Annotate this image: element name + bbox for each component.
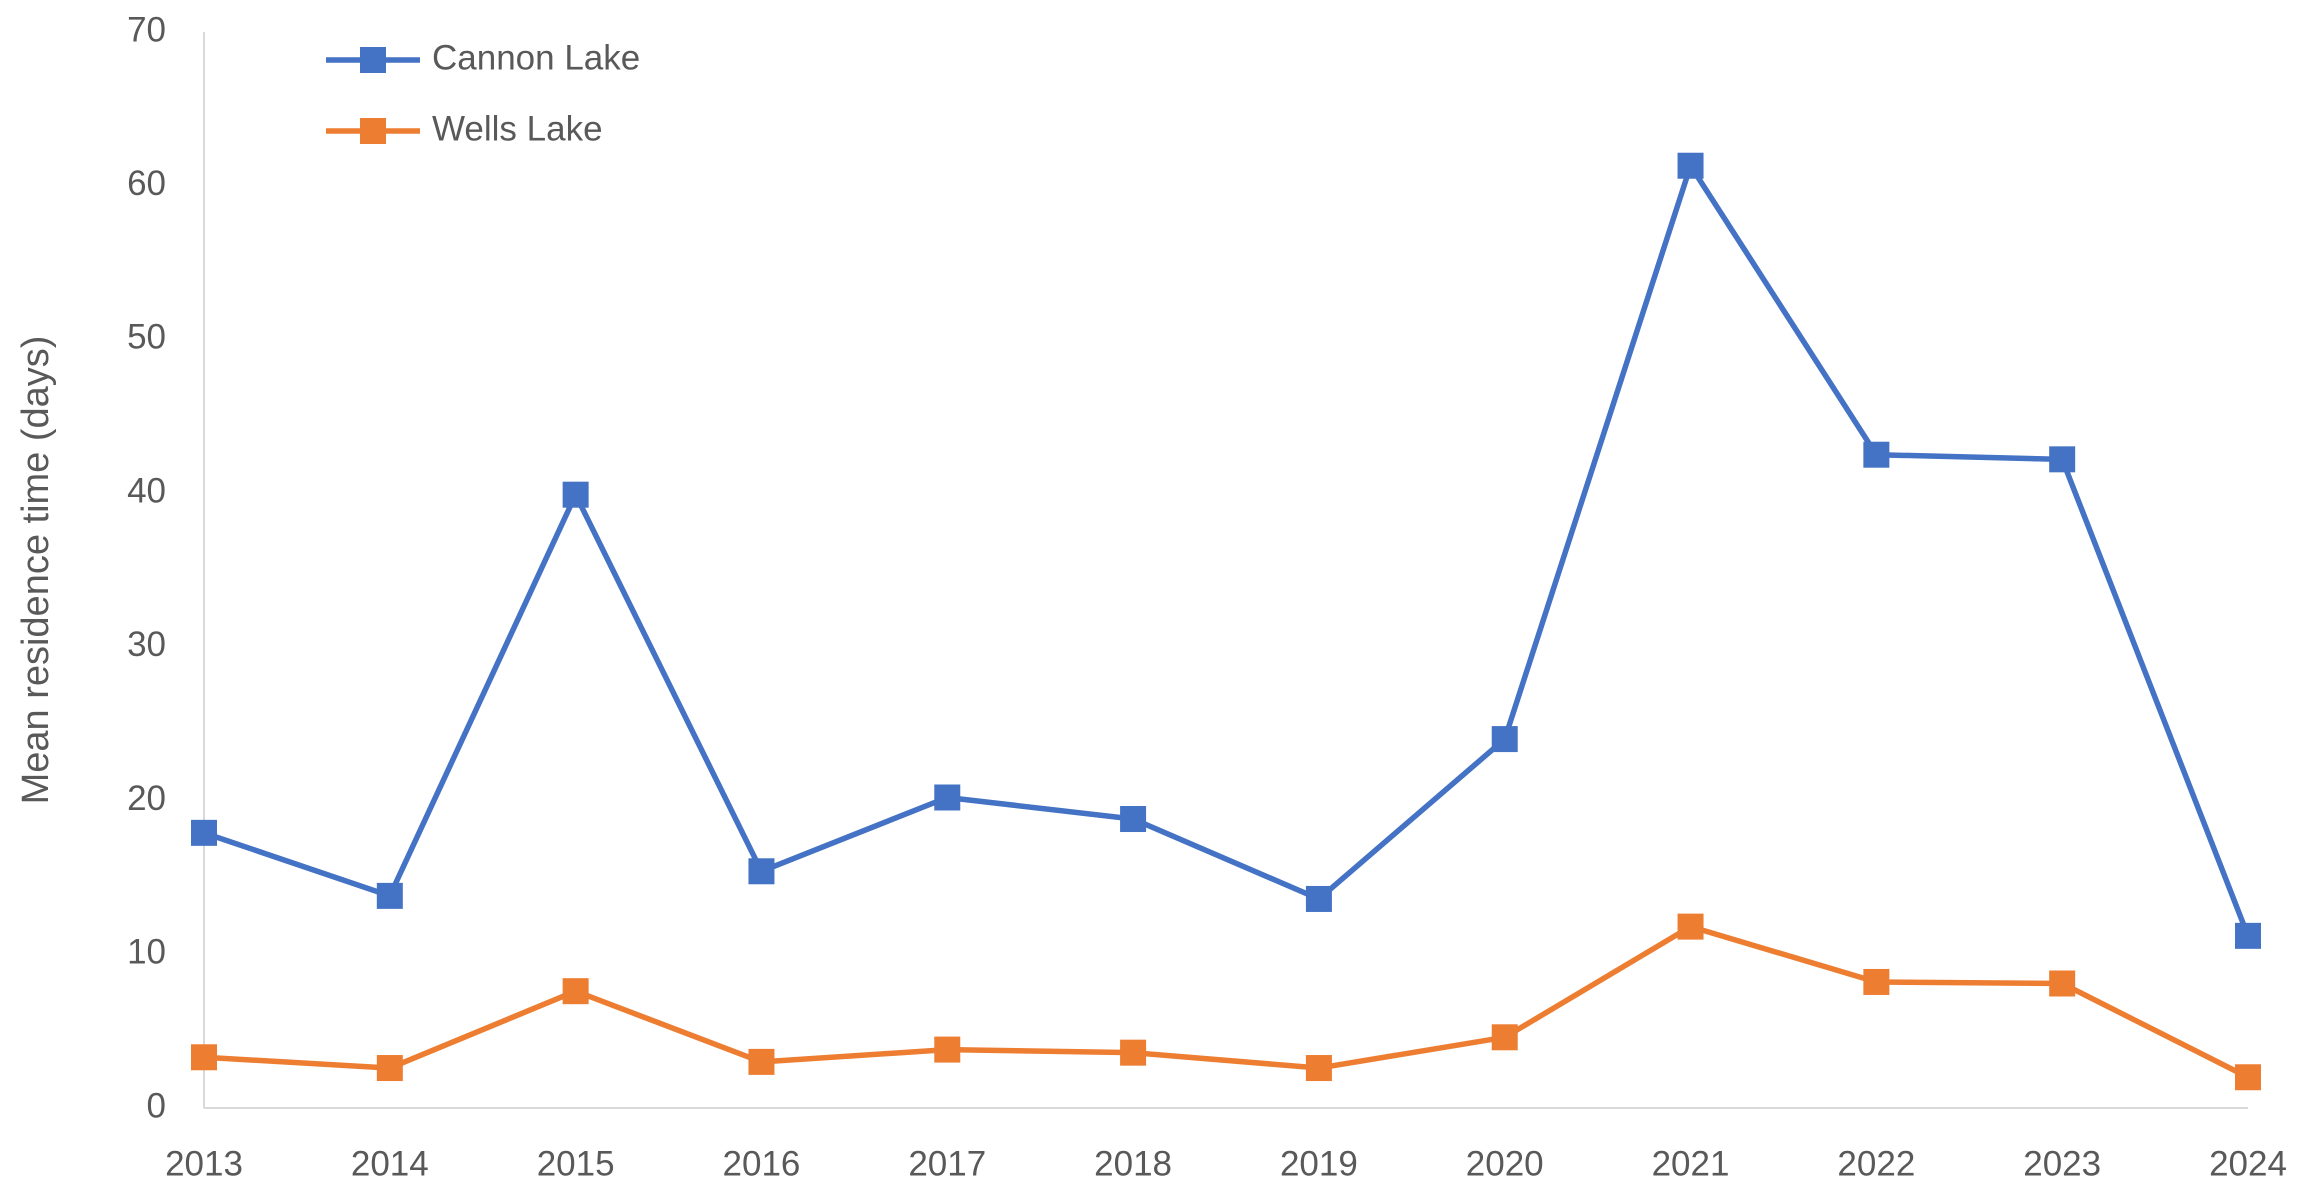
x-tick-label: 2022 — [1837, 1144, 1915, 1183]
x-tick-label: 2017 — [908, 1144, 986, 1183]
x-tick-label: 2013 — [165, 1144, 243, 1183]
x-tick-label: 2024 — [2209, 1144, 2287, 1183]
x-tick-label: 2023 — [2023, 1144, 2101, 1183]
marker — [1491, 1024, 1518, 1051]
legend-marker — [360, 118, 386, 144]
y-tick-label: 10 — [127, 933, 166, 972]
x-tick-label: 2019 — [1280, 1144, 1358, 1183]
y-tick-label: 40 — [127, 471, 166, 510]
y-tick-label: 60 — [127, 164, 166, 203]
marker — [376, 882, 403, 909]
x-tick-label: 2021 — [1652, 1144, 1730, 1183]
marker — [562, 481, 589, 508]
marker — [191, 1044, 217, 1071]
marker — [2049, 446, 2076, 473]
marker — [748, 1048, 775, 1075]
y-tick-label: 70 — [127, 10, 166, 49]
marker — [1491, 726, 1518, 753]
x-tick-label: 2015 — [537, 1144, 615, 1183]
legend-label: Wells Lake — [432, 109, 603, 148]
marker — [934, 1036, 961, 1063]
marker — [1677, 913, 1704, 940]
x-tick-label: 2018 — [1094, 1144, 1172, 1183]
marker — [562, 978, 589, 1005]
x-tick-label: 2014 — [351, 1144, 429, 1183]
marker — [1305, 885, 1332, 912]
marker — [2235, 922, 2261, 949]
marker — [1305, 1055, 1332, 1082]
y-tick-label: 0 — [147, 1086, 166, 1125]
y-axis-label: Mean residence time (days) — [15, 336, 57, 805]
marker — [191, 819, 217, 846]
x-tick-label: 2020 — [1466, 1144, 1544, 1183]
marker — [376, 1055, 403, 1082]
marker — [934, 784, 961, 811]
marker — [2049, 970, 2076, 997]
marker — [748, 858, 775, 885]
marker — [1863, 441, 1890, 468]
series-line — [203, 162, 2251, 937]
marker — [1120, 806, 1147, 833]
marker — [1863, 968, 1890, 995]
legend-marker — [360, 47, 386, 73]
marker — [1677, 152, 1704, 179]
x-tick-label: 2016 — [723, 1144, 801, 1183]
y-tick-label: 30 — [127, 625, 166, 664]
y-tick-label: 20 — [127, 779, 166, 818]
marker — [2235, 1064, 2261, 1091]
marker — [1120, 1039, 1147, 1066]
y-tick-label: 50 — [127, 318, 166, 357]
legend-label: Cannon Lake — [432, 38, 640, 77]
series-line — [203, 923, 2250, 1080]
